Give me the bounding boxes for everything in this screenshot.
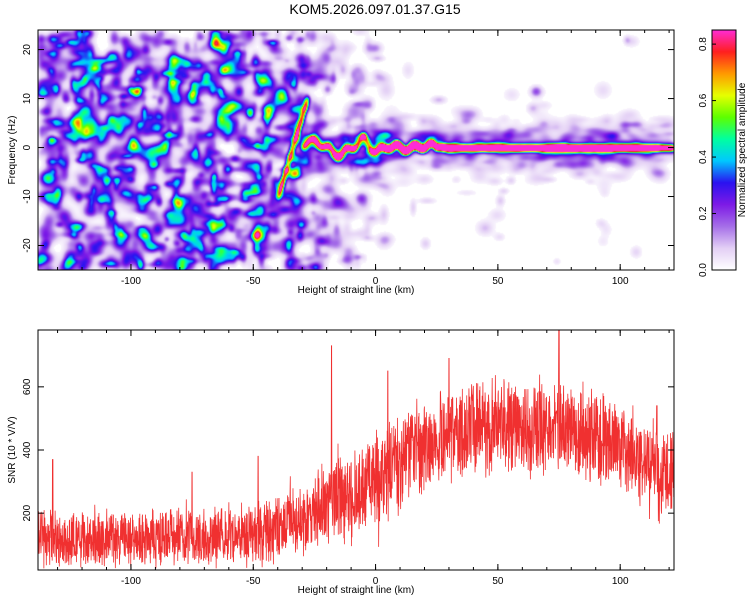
figure-title: KOM5.2026.097.01.37.G15	[289, 1, 461, 17]
snr-xlabel: Height of straight line (km)	[298, 585, 415, 596]
y-tick-label: 400	[22, 441, 33, 458]
x-tick-label: -100	[121, 576, 141, 587]
x-tick-label: -100	[121, 276, 141, 287]
colorbar-frame	[711, 29, 737, 271]
spectrogram-ylabel: Frequency (Hz)	[7, 116, 18, 185]
y-tick-label: 20	[22, 44, 33, 56]
y-tick-label: 10	[22, 93, 33, 105]
spectrogram-xlabel: Height of straight line (km)	[298, 285, 415, 296]
snr-series-line	[38, 330, 674, 569]
x-tick-label: 0	[373, 576, 379, 587]
colorbar-ticks: 0.0 0.2 0.4 0.6 0.8	[698, 37, 716, 277]
x-tick-label: 0	[373, 276, 379, 287]
y-tick-label: -20	[22, 238, 33, 253]
x-tick-label: 100	[612, 276, 629, 287]
colorbar-tick-label: 0.0	[698, 263, 709, 277]
colorbar-tick-label: 0.8	[698, 37, 709, 51]
colorbar-tick-label: 0.6	[698, 93, 709, 107]
x-tick-label: 100	[612, 576, 629, 587]
spectrogram-heatmap	[38, 30, 674, 270]
snr-ticks: -100 -50 0 50 100 200 400 600	[22, 330, 674, 587]
colorbar: 0.0 0.2 0.4 0.6 0.8 Normalized spectral ampl…	[698, 29, 748, 277]
colorbar-tick-label: 0.2	[698, 206, 709, 220]
colorbar-gradient	[712, 30, 736, 270]
y-tick-label: -10	[22, 189, 33, 204]
snr-ylabel: SNR (10 * V/V)	[7, 416, 18, 483]
y-tick-label: 200	[22, 504, 33, 521]
x-tick-label: -50	[246, 276, 261, 287]
x-tick-label: 50	[492, 576, 504, 587]
spectrogram-frame	[37, 29, 675, 271]
colorbar-tick-label: 0.4	[698, 150, 709, 164]
colorbar-label: Normalized spectral amplitude	[737, 82, 748, 217]
snr-chart: -100 -50 0 50 100 200 400 600 Height of straigh…	[7, 329, 675, 596]
y-tick-label: 0	[22, 144, 33, 150]
x-tick-label: 50	[492, 276, 504, 287]
y-tick-label: 600	[22, 378, 33, 395]
x-tick-label: -50	[246, 576, 261, 587]
